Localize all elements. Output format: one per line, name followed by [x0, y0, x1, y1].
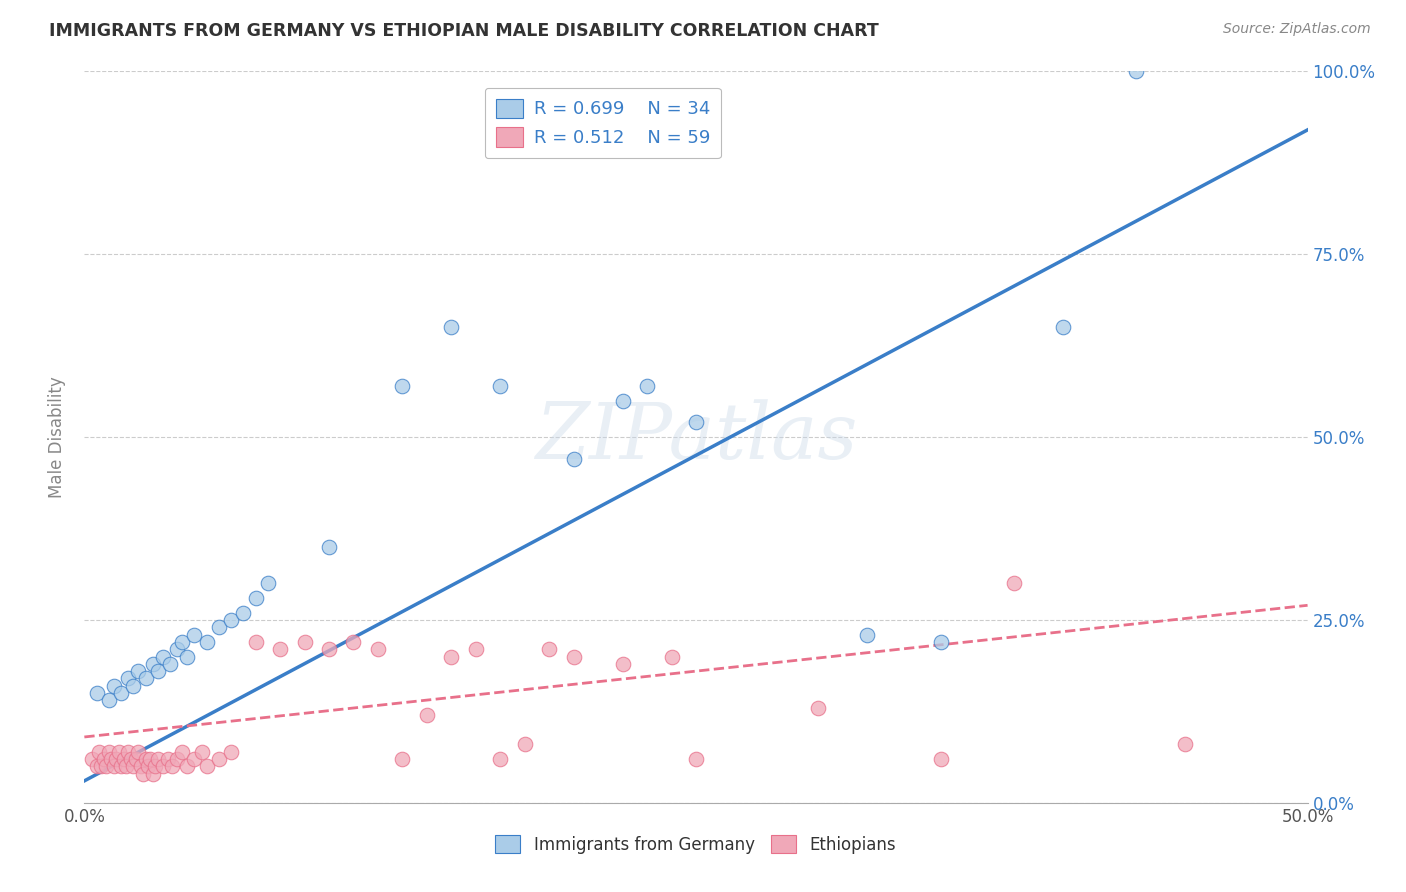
Point [1125, 64, 1147, 78]
Point [176, 649, 198, 664]
Point [97, 745, 120, 759]
Point [152, 759, 174, 773]
Point [122, 759, 145, 773]
Point [117, 745, 139, 759]
Point [86, 686, 108, 700]
Point [208, 620, 231, 634]
Point [612, 393, 634, 408]
Point [929, 752, 952, 766]
Point [120, 752, 142, 766]
Point [107, 745, 129, 759]
Point [245, 635, 267, 649]
Y-axis label: Male Disability: Male Disability [48, 376, 66, 498]
Point [93, 752, 115, 766]
Point [172, 745, 194, 759]
Point [103, 679, 125, 693]
Point [661, 649, 683, 664]
Point [183, 627, 205, 641]
Point [132, 766, 155, 780]
Point [166, 642, 188, 657]
Point [856, 627, 879, 641]
Point [440, 320, 463, 334]
Point [195, 759, 218, 773]
Point [464, 642, 486, 657]
Point [391, 379, 413, 393]
Point [489, 379, 512, 393]
Point [513, 737, 536, 751]
Point [156, 752, 179, 766]
Point [636, 379, 658, 393]
Point [142, 766, 165, 780]
Point [562, 452, 585, 467]
Point [367, 642, 389, 657]
Point [110, 759, 132, 773]
Point [176, 759, 198, 773]
Point [122, 679, 145, 693]
Point [416, 708, 439, 723]
Point [135, 752, 157, 766]
Point [538, 642, 561, 657]
Point [103, 759, 125, 773]
Text: ZIPatlas: ZIPatlas [534, 399, 858, 475]
Point [146, 752, 169, 766]
Point [807, 700, 830, 714]
Point [139, 752, 162, 766]
Point [219, 613, 242, 627]
Point [257, 576, 280, 591]
Point [562, 649, 585, 664]
Point [219, 745, 242, 759]
Point [1174, 737, 1197, 751]
Point [127, 745, 149, 759]
Point [135, 672, 157, 686]
Point [112, 752, 135, 766]
Point [232, 606, 254, 620]
Point [110, 686, 132, 700]
Point [115, 759, 138, 773]
Point [245, 591, 267, 605]
Point [269, 642, 291, 657]
Point [87, 745, 110, 759]
Point [1052, 320, 1074, 334]
Point [294, 635, 316, 649]
Point [183, 752, 205, 766]
Point [117, 672, 139, 686]
Point [191, 745, 214, 759]
Point [166, 752, 188, 766]
Point [100, 752, 122, 766]
Point [146, 664, 169, 678]
Point [152, 649, 174, 664]
Point [159, 657, 181, 671]
Point [318, 540, 340, 554]
Point [342, 635, 364, 649]
Point [86, 759, 108, 773]
Point [90, 759, 112, 773]
Point [125, 752, 148, 766]
Text: Source: ZipAtlas.com: Source: ZipAtlas.com [1223, 22, 1371, 37]
Point [1002, 576, 1025, 591]
Point [318, 642, 340, 657]
Point [172, 635, 194, 649]
Point [391, 752, 413, 766]
Point [929, 635, 952, 649]
Point [127, 664, 149, 678]
Point [489, 752, 512, 766]
Text: IMMIGRANTS FROM GERMANY VS ETHIOPIAN MALE DISABILITY CORRELATION CHART: IMMIGRANTS FROM GERMANY VS ETHIOPIAN MAL… [49, 22, 879, 40]
Point [96, 759, 118, 773]
Point [162, 759, 184, 773]
Point [129, 759, 152, 773]
Point [440, 649, 463, 664]
Point [143, 759, 166, 773]
Point [685, 416, 707, 430]
Point [195, 635, 218, 649]
Point [612, 657, 634, 671]
Point [208, 752, 231, 766]
Point [136, 759, 159, 773]
Legend: Immigrants from Germany, Ethiopians: Immigrants from Germany, Ethiopians [489, 829, 903, 860]
Point [105, 752, 128, 766]
Point [685, 752, 707, 766]
Point [142, 657, 165, 671]
Point [80, 752, 103, 766]
Point [97, 693, 120, 707]
